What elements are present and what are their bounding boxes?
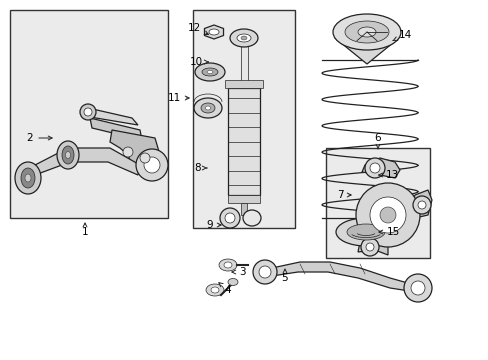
Circle shape	[379, 207, 395, 223]
Bar	[10, 10, 168, 218]
Circle shape	[123, 147, 133, 157]
Ellipse shape	[194, 98, 222, 118]
Circle shape	[365, 243, 373, 251]
Text: 8: 8	[194, 163, 206, 173]
Circle shape	[417, 201, 425, 209]
Circle shape	[140, 153, 150, 163]
Ellipse shape	[201, 103, 215, 113]
Ellipse shape	[21, 168, 35, 188]
Circle shape	[136, 149, 168, 181]
Polygon shape	[88, 108, 138, 125]
Text: 11: 11	[167, 93, 189, 103]
Ellipse shape	[219, 259, 237, 271]
Text: 15: 15	[378, 227, 399, 237]
Bar	[193, 10, 294, 228]
Polygon shape	[409, 190, 431, 218]
Circle shape	[412, 196, 430, 214]
Bar	[241, 203, 246, 215]
Bar	[325, 148, 429, 258]
Circle shape	[80, 104, 96, 120]
Polygon shape	[204, 25, 223, 39]
Ellipse shape	[224, 262, 231, 268]
Bar	[224, 80, 263, 88]
Ellipse shape	[243, 210, 261, 226]
Ellipse shape	[346, 224, 384, 240]
Ellipse shape	[227, 279, 238, 285]
Ellipse shape	[15, 162, 41, 194]
Ellipse shape	[229, 29, 258, 47]
Ellipse shape	[57, 141, 79, 169]
Circle shape	[259, 266, 270, 278]
Text: 10: 10	[189, 57, 208, 67]
Ellipse shape	[205, 106, 210, 110]
Bar	[241, 46, 247, 88]
Ellipse shape	[332, 14, 400, 50]
Circle shape	[410, 281, 424, 295]
Ellipse shape	[208, 29, 219, 35]
Ellipse shape	[205, 284, 224, 296]
Text: 13: 13	[378, 170, 398, 180]
Circle shape	[360, 238, 378, 256]
Text: 4: 4	[219, 283, 231, 295]
Ellipse shape	[335, 218, 395, 246]
Text: 1: 1	[81, 223, 88, 237]
Bar	[227, 88, 260, 195]
Ellipse shape	[237, 34, 250, 42]
Polygon shape	[110, 130, 160, 175]
Circle shape	[252, 260, 276, 284]
Polygon shape	[271, 262, 415, 292]
Polygon shape	[25, 148, 140, 175]
Text: 9: 9	[206, 220, 221, 230]
Circle shape	[364, 158, 384, 178]
Ellipse shape	[195, 63, 224, 81]
Text: 12: 12	[187, 23, 208, 35]
Polygon shape	[361, 158, 399, 178]
Circle shape	[84, 108, 92, 116]
Text: 3: 3	[231, 267, 245, 277]
Polygon shape	[334, 38, 398, 64]
Circle shape	[220, 208, 240, 228]
Bar	[227, 195, 260, 203]
Ellipse shape	[206, 71, 213, 73]
Text: 14: 14	[392, 30, 411, 41]
Circle shape	[355, 183, 419, 247]
Text: 6: 6	[374, 133, 381, 149]
Ellipse shape	[345, 21, 388, 43]
Circle shape	[403, 274, 431, 302]
Circle shape	[369, 163, 379, 173]
Circle shape	[369, 197, 405, 233]
Polygon shape	[357, 238, 387, 255]
Ellipse shape	[65, 152, 70, 158]
Ellipse shape	[25, 174, 31, 182]
Polygon shape	[90, 118, 142, 140]
Text: 2: 2	[27, 133, 52, 143]
Text: 5: 5	[281, 269, 288, 283]
Ellipse shape	[357, 27, 375, 37]
Ellipse shape	[241, 36, 246, 40]
Circle shape	[143, 157, 160, 173]
Circle shape	[224, 213, 235, 223]
Ellipse shape	[202, 68, 218, 76]
Ellipse shape	[62, 146, 74, 164]
Ellipse shape	[210, 287, 219, 293]
Text: 7: 7	[336, 190, 350, 200]
